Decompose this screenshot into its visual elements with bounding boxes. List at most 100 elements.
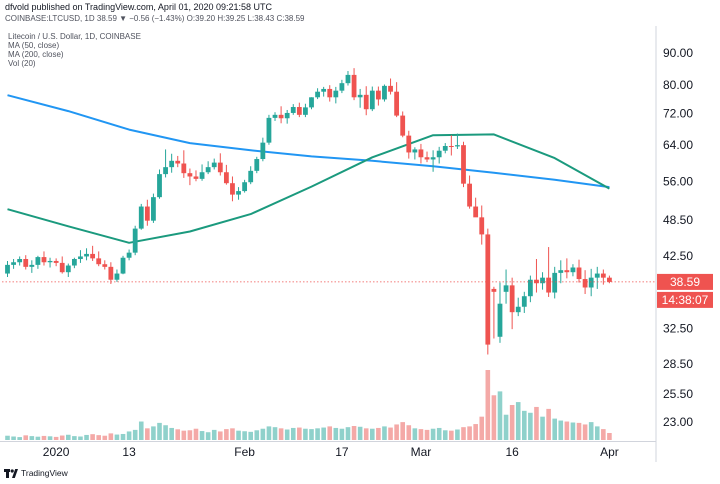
candle-body xyxy=(71,259,77,266)
time-tick-label: 16 xyxy=(505,445,519,459)
volume-bar xyxy=(455,429,460,440)
price-tick-label: 28.50 xyxy=(663,357,693,371)
candle-body xyxy=(223,172,229,184)
volume-bar xyxy=(522,410,527,440)
price-tick-label: 80.00 xyxy=(663,78,693,92)
volume-bar xyxy=(66,434,71,440)
candle-body xyxy=(534,279,539,284)
volume-bar xyxy=(126,431,132,440)
time-tick-label: Apr xyxy=(600,445,619,459)
volume-bar xyxy=(582,424,588,440)
volume-bar xyxy=(528,412,533,440)
volume-bar xyxy=(23,435,29,440)
volume-bar xyxy=(272,427,278,440)
volume-bar xyxy=(108,433,114,440)
volume-bar xyxy=(303,428,308,440)
candle-body xyxy=(345,74,351,84)
candle-body xyxy=(333,90,339,98)
candle-body xyxy=(540,277,545,284)
legend-vol[interactable]: Vol (20) xyxy=(8,59,36,68)
volume-bar xyxy=(266,426,272,440)
volume-bar xyxy=(151,426,156,440)
volume-bar xyxy=(211,429,217,440)
volume-bars xyxy=(5,370,612,440)
volume-bar xyxy=(41,435,47,440)
candle-body xyxy=(236,191,241,195)
time-tick-label: 13 xyxy=(122,445,136,459)
candle-body xyxy=(296,107,302,115)
price-tick-label: 72.00 xyxy=(663,106,693,120)
volume-bar xyxy=(163,425,168,440)
candle-body xyxy=(163,167,168,175)
candle-body xyxy=(552,272,558,293)
candle-body xyxy=(479,217,485,235)
countdown-label: 14:38:07 xyxy=(662,293,709,307)
candle-body xyxy=(394,91,400,116)
candle-body xyxy=(357,94,363,98)
candle-body xyxy=(114,273,120,280)
candle-body xyxy=(400,115,406,136)
candle-body xyxy=(175,160,181,164)
volume-bar xyxy=(515,402,521,440)
volume-bar xyxy=(132,429,138,440)
volume-bar xyxy=(424,429,430,440)
candle-body xyxy=(5,264,10,274)
tradingview-logo[interactable]: TradingView xyxy=(4,468,68,478)
volume-bar xyxy=(333,427,339,440)
volume-bar xyxy=(145,428,150,440)
candle-body xyxy=(503,285,509,292)
legend-title[interactable]: Litecoin / U.S. Dollar, 1D, COINBASE xyxy=(8,32,141,41)
price-tick-label: 56.00 xyxy=(663,174,693,188)
candle-body xyxy=(132,228,138,253)
candle-body xyxy=(309,97,314,108)
candle-body xyxy=(11,262,16,265)
volume-bar xyxy=(467,426,472,440)
volume-bar xyxy=(412,428,418,440)
candle-body xyxy=(187,173,193,177)
moving-averages xyxy=(7,94,610,244)
candle-body xyxy=(126,252,132,258)
price-tick-label: 25.50 xyxy=(663,387,693,401)
candle-body xyxy=(424,157,430,160)
candle-body xyxy=(455,145,460,147)
volume-bar xyxy=(503,414,509,440)
candle-body xyxy=(23,259,29,267)
time-tick-label: Feb xyxy=(234,445,255,459)
last-price-tag xyxy=(657,273,713,290)
candle-body xyxy=(570,267,576,273)
volume-bar xyxy=(388,427,393,440)
candle-body xyxy=(382,85,387,100)
candle-body xyxy=(363,94,369,110)
legend-ma50[interactable]: MA (50, close) xyxy=(8,41,60,50)
volume-bar xyxy=(284,429,290,440)
volume-bar xyxy=(59,435,65,440)
candle-body xyxy=(211,162,217,168)
candle-body xyxy=(576,267,582,280)
volume-bar xyxy=(327,426,333,440)
candle-body xyxy=(582,279,588,288)
volume-bar xyxy=(218,431,223,440)
volume-bar xyxy=(546,408,551,440)
volume-bar xyxy=(242,431,247,440)
candle-body xyxy=(120,257,126,274)
volume-bar xyxy=(224,429,229,440)
volume-bar xyxy=(382,426,387,440)
candle-body xyxy=(96,258,102,265)
candles xyxy=(5,68,612,355)
time-tick-label: 17 xyxy=(335,445,349,459)
candle-body xyxy=(108,266,114,280)
candle-body xyxy=(266,117,272,143)
candle-body xyxy=(272,114,278,118)
volume-bar xyxy=(461,427,466,440)
candle-body xyxy=(205,167,211,173)
volume-bar xyxy=(442,430,448,440)
volume-bar xyxy=(491,395,497,440)
candle-body xyxy=(17,259,23,263)
candle-body xyxy=(248,170,254,183)
volume-bar xyxy=(11,436,16,440)
volume-bar xyxy=(363,428,369,440)
candle-body xyxy=(193,176,199,179)
legend-ma200[interactable]: MA (200, close) xyxy=(8,50,64,59)
